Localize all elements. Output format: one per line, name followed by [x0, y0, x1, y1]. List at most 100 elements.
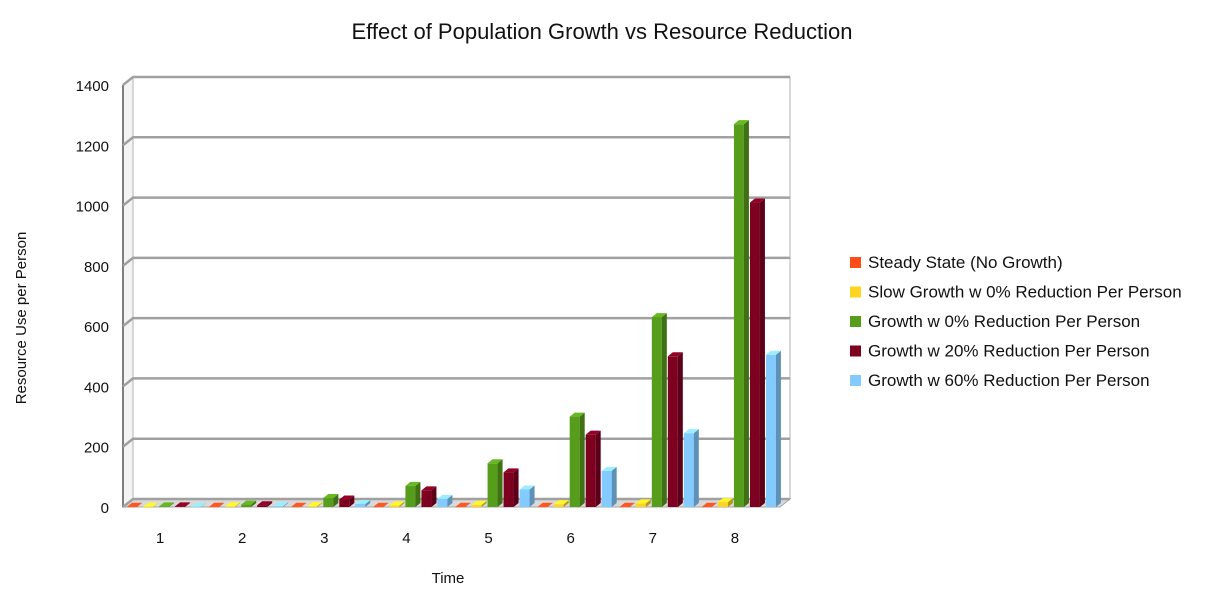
bar-side: [283, 502, 289, 507]
bar-front: [307, 506, 318, 507]
bar: [651, 313, 667, 507]
legend-swatch: [850, 375, 861, 386]
bar-top: [323, 493, 339, 498]
bar: [519, 485, 535, 507]
bar: [683, 429, 699, 507]
legend-swatch: [850, 316, 861, 327]
bar-top: [487, 459, 503, 464]
legend-label: Steady State (No Growth): [868, 253, 1063, 272]
gridline: [122, 256, 790, 267]
bar: [323, 493, 339, 507]
bar-side: [629, 502, 635, 507]
bar-side: [201, 502, 207, 507]
x-tick-label: 6: [567, 530, 575, 547]
bar-top: [175, 502, 191, 507]
bar-side: [399, 501, 405, 507]
bar-side: [497, 459, 503, 507]
bar-front: [455, 506, 466, 508]
bar-side: [547, 502, 553, 507]
bar-front: [421, 490, 432, 507]
bar: [487, 459, 503, 507]
legend-item: Growth w 20% Reduction Per Person: [850, 342, 1150, 361]
bar-front: [291, 506, 302, 508]
bar-top: [503, 468, 519, 473]
bar-front: [127, 506, 138, 508]
bar-front: [191, 506, 202, 508]
bar-top: [667, 352, 683, 357]
bars: [127, 120, 781, 508]
bar-top: [717, 498, 733, 503]
bar-front: [487, 463, 498, 507]
bar: [273, 502, 289, 507]
bar-side: [759, 198, 765, 508]
bar: [585, 430, 601, 507]
bar-side: [711, 502, 717, 507]
bar-side: [529, 485, 535, 507]
bar: [209, 502, 225, 508]
bar: [437, 494, 453, 507]
bar: [569, 412, 585, 507]
bar-top: [601, 466, 617, 471]
bar-top: [553, 500, 569, 505]
y-tick-label: 400: [84, 379, 109, 396]
bar-top: [373, 502, 389, 507]
bar: [537, 502, 553, 508]
bar-top: [455, 502, 471, 507]
bar-front: [471, 504, 482, 507]
bar: [619, 502, 635, 508]
legend-label: Growth w 0% Reduction Per Person: [868, 312, 1140, 331]
bar-top: [701, 502, 717, 507]
bar-side: [447, 494, 453, 507]
bar-side: [611, 466, 617, 507]
bar-top: [405, 481, 421, 486]
bar-side: [349, 495, 355, 507]
bar-top: [765, 350, 781, 355]
bar-front: [749, 202, 760, 508]
legend-swatch: [850, 345, 861, 357]
bar-front: [175, 506, 186, 507]
x-axis-ticks: 1 2 3 4 5 6 7 8: [156, 530, 739, 547]
bar-side: [693, 429, 699, 507]
bar-side: [661, 313, 667, 507]
bar-top: [339, 495, 355, 500]
bar: [701, 502, 717, 508]
bar-top: [191, 502, 207, 507]
bar-side: [481, 500, 487, 507]
bar-front: [733, 124, 744, 507]
x-tick-label: 1: [156, 530, 164, 547]
gridline: [122, 377, 790, 388]
bar-side: [677, 352, 683, 507]
bar: [159, 502, 175, 507]
legend-swatch: [850, 286, 861, 298]
bar-side: [251, 500, 257, 507]
bar-front: [765, 354, 776, 507]
bar-side: [727, 498, 733, 507]
bar-side: [431, 486, 437, 507]
bar: [175, 502, 191, 507]
gridline: [122, 75, 790, 86]
x-tick-label: 2: [238, 530, 246, 547]
bar-top: [257, 501, 273, 506]
bar: [765, 350, 781, 507]
bar-front: [553, 504, 564, 507]
bar-side: [513, 468, 519, 507]
bar-top: [651, 313, 667, 318]
bar-top: [733, 120, 749, 125]
y-axis-ticks: 0 200 400 600 800 1000 1200 1400: [76, 78, 109, 517]
legend-swatch: [850, 257, 861, 268]
bar: [635, 499, 651, 507]
bar-front: [651, 317, 662, 507]
bar-side: [219, 502, 225, 507]
bar: [191, 502, 207, 508]
legend-label: Growth w 20% Reduction Per Person: [868, 342, 1150, 361]
bar-top: [585, 430, 601, 435]
bar: [733, 120, 749, 507]
x-tick-label: 8: [731, 530, 739, 547]
bar: [749, 198, 765, 508]
bar: [455, 502, 471, 508]
bar-top: [619, 502, 635, 507]
legend-label: Growth w 60% Reduction Per Person: [868, 371, 1150, 390]
bar-top: [159, 502, 175, 507]
bar-top: [273, 502, 289, 507]
bar-side: [645, 499, 651, 507]
